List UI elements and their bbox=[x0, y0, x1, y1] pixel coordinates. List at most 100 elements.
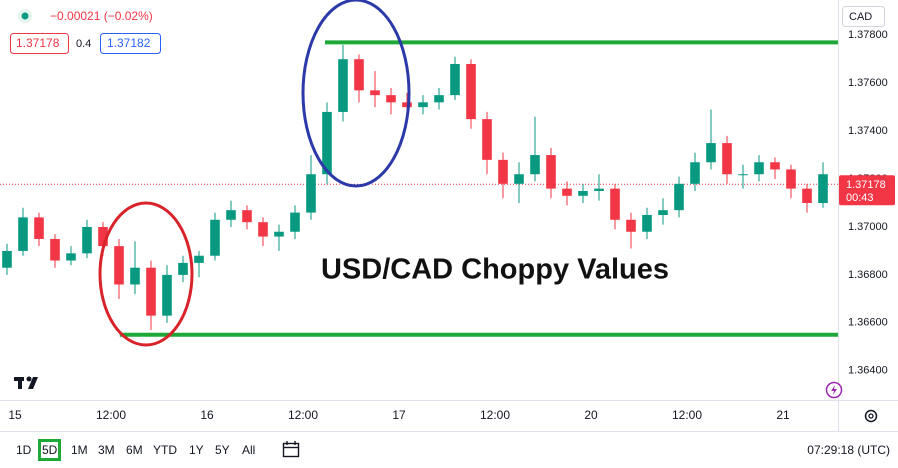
candle-body bbox=[354, 59, 364, 91]
candle-body bbox=[530, 155, 540, 175]
candle-body bbox=[706, 143, 716, 163]
bid-box[interactable] bbox=[10, 33, 69, 54]
candle-body bbox=[50, 238, 60, 261]
candle-body bbox=[162, 274, 172, 316]
candle-body bbox=[514, 174, 524, 184]
candle-body bbox=[338, 59, 348, 112]
candle-body bbox=[642, 214, 652, 232]
candle-body bbox=[114, 246, 124, 285]
currency-button[interactable] bbox=[842, 6, 885, 27]
candle-body bbox=[818, 174, 828, 203]
candle-body bbox=[434, 95, 444, 103]
timeframe-button[interactable]: 5Y bbox=[215, 443, 230, 457]
candle-body bbox=[322, 111, 332, 175]
candle-body bbox=[450, 63, 460, 96]
price-label: 1.37178 bbox=[846, 179, 886, 191]
timeframe-button[interactable]: 6M bbox=[126, 443, 143, 457]
y-tick-label: 1.36600 bbox=[848, 317, 888, 329]
x-tick-label: 21 bbox=[776, 408, 790, 422]
currency[interactable]: CAD bbox=[849, 11, 872, 23]
candle-body bbox=[306, 174, 316, 213]
x-tick-label: 20 bbox=[584, 408, 598, 422]
y-tick-label: 1.37800 bbox=[848, 29, 888, 41]
status-dot bbox=[21, 12, 29, 20]
timeframe-button[interactable]: All bbox=[242, 443, 256, 457]
candle-body bbox=[226, 210, 236, 220]
candle-body bbox=[578, 191, 588, 196]
candle-body bbox=[546, 155, 556, 189]
blue-circle bbox=[301, 0, 411, 188]
candle-body bbox=[2, 250, 12, 268]
candle-body bbox=[722, 143, 732, 175]
candle-body bbox=[258, 222, 268, 237]
candle-body bbox=[194, 255, 204, 263]
candle-body bbox=[626, 219, 636, 232]
candle-body bbox=[594, 188, 604, 192]
candle-body bbox=[146, 267, 156, 316]
candle-body bbox=[66, 253, 76, 261]
spread: 0.4 bbox=[76, 38, 91, 50]
candle-body bbox=[242, 210, 252, 223]
candle-body bbox=[482, 119, 492, 160]
annotation: USD/CAD Choppy Values bbox=[321, 254, 669, 286]
candle-body bbox=[738, 174, 748, 176]
timeframe-button[interactable]: YTD bbox=[153, 443, 177, 457]
candle-body bbox=[98, 226, 108, 247]
candle-body bbox=[802, 188, 812, 203]
clock: 07:29:18 (UTC) bbox=[807, 443, 890, 457]
candle-body bbox=[18, 217, 28, 251]
candle-body bbox=[386, 95, 396, 103]
timeframe-button[interactable]: 1Y bbox=[189, 443, 204, 457]
candle-body bbox=[402, 102, 412, 108]
candle-body bbox=[82, 226, 92, 254]
candle-body bbox=[674, 183, 684, 211]
x-tick-label: 17 bbox=[392, 408, 406, 422]
timeframe-button[interactable]: 1M bbox=[71, 443, 88, 457]
candle-body bbox=[178, 262, 188, 275]
y-tick-label: 1.37000 bbox=[848, 221, 888, 233]
candle-body bbox=[754, 162, 764, 175]
candle-body bbox=[34, 217, 44, 239]
countdown: 00:43 bbox=[846, 192, 874, 204]
candle-body bbox=[498, 159, 508, 184]
x-tick-label: 12:00 bbox=[288, 408, 318, 422]
candle-body bbox=[418, 102, 428, 108]
y-tick-label: 1.36800 bbox=[848, 269, 888, 281]
timeframe-button[interactable]: 5D bbox=[38, 439, 62, 461]
date-range-icon[interactable] bbox=[280, 439, 302, 461]
ask-box[interactable] bbox=[100, 33, 161, 54]
price-label-box bbox=[839, 175, 895, 206]
candle-body bbox=[210, 219, 220, 256]
timeframe-button[interactable]: 3M bbox=[98, 443, 115, 457]
red-circle bbox=[98, 201, 194, 347]
candle-body bbox=[786, 169, 796, 189]
x-tick-label: 12:00 bbox=[672, 408, 702, 422]
y-tick-label: 1.37400 bbox=[848, 125, 888, 137]
change: −0.00021 (−0.02%) bbox=[50, 9, 153, 23]
bid[interactable]: 1.37178 bbox=[16, 36, 60, 50]
timeframe-button[interactable]: 1D bbox=[16, 443, 32, 457]
chart: USD/CAD Choppy Values −0.00021 (−0.02%) … bbox=[0, 0, 898, 431]
candle-body bbox=[466, 63, 476, 120]
plot bbox=[0, 40, 838, 337]
candle-body bbox=[562, 188, 572, 196]
ask[interactable]: 1.37182 bbox=[107, 36, 151, 50]
candle-body bbox=[610, 188, 620, 220]
candle-body bbox=[658, 210, 668, 215]
candle-body bbox=[274, 231, 284, 237]
candle-body bbox=[690, 162, 700, 184]
x-tick-label: 15 bbox=[8, 408, 22, 422]
x-tick-label: 12:00 bbox=[480, 408, 510, 422]
bottom-toolbar: 1D 5D 1M 3M 6M YTD 1Y 5Y All 07:29:18 (UTC) bbox=[0, 431, 898, 468]
candle-body bbox=[290, 212, 300, 232]
tv-logo bbox=[14, 376, 38, 389]
y-tick-label: 1.37600 bbox=[848, 77, 888, 89]
candle-body bbox=[370, 90, 380, 96]
y-tick-label: 1.36400 bbox=[848, 365, 888, 377]
alert-icon[interactable] bbox=[825, 381, 843, 399]
x-tick-label: 16 bbox=[200, 408, 214, 422]
x-tick-label: 12:00 bbox=[96, 408, 126, 422]
settings-icon[interactable] bbox=[864, 409, 878, 423]
candle-body bbox=[130, 267, 140, 285]
